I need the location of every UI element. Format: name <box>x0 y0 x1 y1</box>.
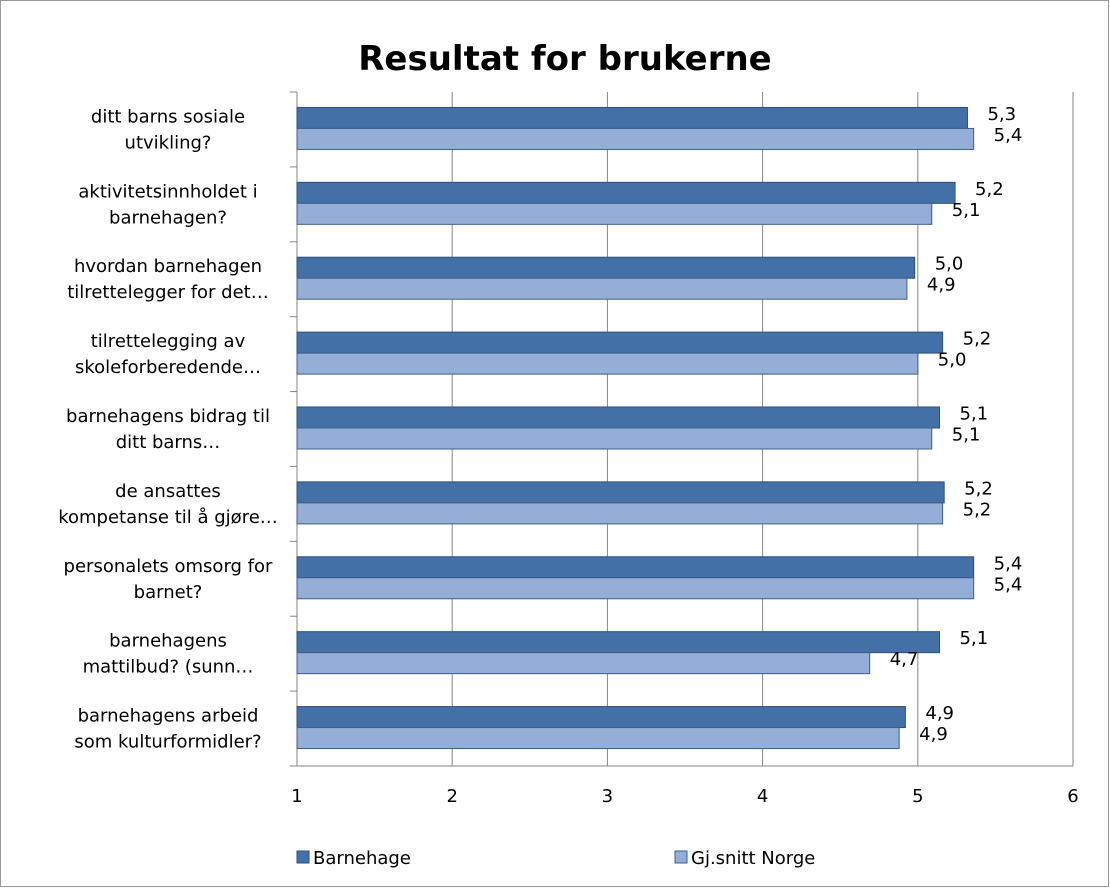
data-label: 4,9 <box>927 275 956 296</box>
x-tick-label: 6 <box>1067 786 1078 807</box>
data-label: 5,1 <box>960 404 989 425</box>
bar <box>296 556 975 579</box>
x-tick-label: 3 <box>602 786 613 807</box>
data-label: 4,7 <box>890 649 919 670</box>
data-label: 5,2 <box>975 179 1004 200</box>
bar <box>296 181 956 204</box>
y-tick-label: personalets omsorg for barnet? <box>64 556 273 603</box>
bar <box>296 502 944 525</box>
legend-swatch <box>296 850 310 864</box>
bar <box>296 202 933 225</box>
data-label: 4,9 <box>925 703 954 724</box>
y-tick-label: barnehagens bidrag til ditt barns… <box>66 406 270 453</box>
bar <box>296 106 968 129</box>
data-label: 5,0 <box>935 254 964 275</box>
bar <box>296 331 944 354</box>
bar <box>296 127 975 150</box>
x-tick-label: 2 <box>446 786 457 807</box>
data-label: 5,0 <box>938 350 967 371</box>
legend-label: Gj.snitt Norge <box>691 848 815 869</box>
x-tick-label: 5 <box>912 786 923 807</box>
bar <box>296 406 941 429</box>
bar <box>296 427 933 450</box>
y-tick-label: tilrettelegging av skoleforberedende… <box>75 331 261 378</box>
data-label: 5,3 <box>987 104 1016 125</box>
bar <box>296 652 871 675</box>
bar <box>296 577 975 600</box>
chart-title: Resultat for brukerne <box>358 39 771 79</box>
legend-label: Barnehage <box>313 848 411 869</box>
y-tick-label: de ansattes kompetanse til å gjøre… <box>58 481 278 528</box>
data-label: 5,2 <box>964 478 993 499</box>
y-tick-label: barnehagens mattilbud? (sunn… <box>83 631 254 678</box>
x-tick-label: 1 <box>291 786 302 807</box>
y-tick-label: hvordan barnehagen tilrettelegger for det… <box>67 256 268 303</box>
data-label: 5,4 <box>994 125 1023 146</box>
data-label: 5,4 <box>994 553 1023 574</box>
legend-swatch <box>674 850 688 864</box>
data-label: 5,4 <box>994 574 1023 595</box>
bar <box>296 631 941 654</box>
data-label: 5,1 <box>952 425 981 446</box>
bar <box>296 481 945 504</box>
data-label: 5,2 <box>963 329 992 350</box>
bar <box>296 256 916 279</box>
bar <box>296 352 919 375</box>
y-tick-label: barnehagens arbeid som kulturformidler? <box>74 706 261 753</box>
data-label: 5,1 <box>960 628 989 649</box>
data-label: 4,9 <box>919 724 948 745</box>
bar <box>296 277 908 300</box>
x-tick-label: 4 <box>757 786 768 807</box>
bar <box>296 706 906 729</box>
y-tick-label: aktivitetsinnholdet i barnehagen? <box>78 181 257 228</box>
data-label: 5,1 <box>952 200 981 221</box>
bar <box>296 727 900 750</box>
data-label: 5,2 <box>963 499 992 520</box>
y-tick-label: ditt barns sosiale utvikling? <box>91 106 245 153</box>
